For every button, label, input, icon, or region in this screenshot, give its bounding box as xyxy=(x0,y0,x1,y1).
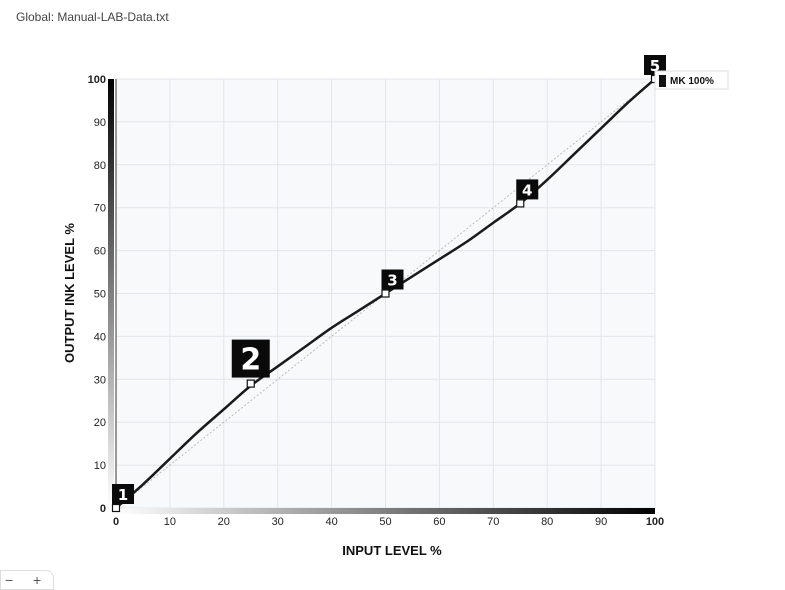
x-tick-label: 50 xyxy=(379,516,391,528)
series-legend: MK 100% xyxy=(654,70,729,90)
control-point-label: 4 xyxy=(522,181,532,199)
window-title: Global: Manual-LAB-Data.txt xyxy=(16,10,169,24)
control-point[interactable]: 4 xyxy=(516,179,539,208)
y-tick-label: 90 xyxy=(94,117,106,129)
y-tick-label: 80 xyxy=(94,160,106,172)
control-point-label: 1 xyxy=(118,486,128,504)
x-axis-label: INPUT LEVEL % xyxy=(342,543,442,558)
x-tick-label: 30 xyxy=(272,516,284,528)
y-ticks: 0 10 20 30 40 50 60 70 80 90 100 xyxy=(88,74,106,515)
y-tick-label: 30 xyxy=(94,374,106,386)
x-tick-label: 40 xyxy=(325,516,337,528)
x-tick-label: 0 xyxy=(113,516,119,528)
x-tick-label: 80 xyxy=(541,516,553,528)
control-point-label: 2 xyxy=(240,343,261,378)
control-point-handle[interactable] xyxy=(246,379,255,388)
control-point[interactable]: 2 xyxy=(231,339,270,388)
x-ticks: 0 10 20 30 40 50 60 70 80 90 100 xyxy=(113,516,664,528)
y-tick-label: 70 xyxy=(94,203,106,215)
y-tick-label: 40 xyxy=(94,331,106,343)
y-tick-label: 100 xyxy=(88,74,106,86)
control-point-label-box xyxy=(231,339,270,378)
control-point-label: 3 xyxy=(387,272,397,290)
series-legend-label: MK 100% xyxy=(670,76,714,87)
y-tick-label: 0 xyxy=(100,503,106,515)
zoom-in-button[interactable]: + xyxy=(33,572,42,588)
x-tick-label: 10 xyxy=(164,516,176,528)
control-point-label-box xyxy=(381,269,404,290)
zoom-out-button[interactable]: − xyxy=(5,572,14,588)
series-legend-box xyxy=(654,70,729,90)
control-point-handle[interactable] xyxy=(381,289,390,298)
zoom-controls: − + xyxy=(0,570,54,590)
x-tick-label: 100 xyxy=(646,516,664,528)
x-tick-label: 60 xyxy=(433,516,445,528)
control-points[interactable]: 1 2 3 4 5 xyxy=(111,55,666,513)
x-tick-label: 20 xyxy=(218,516,230,528)
control-point-label: 5 xyxy=(650,57,660,75)
control-point-label-box xyxy=(112,484,134,504)
y-tick-label: 50 xyxy=(94,289,106,301)
x-gradient-bar xyxy=(116,508,655,514)
y-tick-label: 20 xyxy=(94,417,106,429)
control-point-handle[interactable] xyxy=(516,199,525,208)
control-point[interactable]: 3 xyxy=(381,269,404,298)
x-tick-label: 70 xyxy=(487,516,499,528)
series-legend-swatch xyxy=(659,75,666,87)
y-tick-label: 60 xyxy=(94,246,106,258)
y-axis-label: OUTPUT INK LEVEL % xyxy=(62,223,77,363)
control-point-label-box xyxy=(516,179,539,200)
y-gradient-bar xyxy=(108,79,114,508)
control-point-label-box xyxy=(644,55,666,75)
control-point[interactable]: 1 xyxy=(111,484,134,513)
y-tick-label: 10 xyxy=(94,460,106,472)
x-tick-label: 90 xyxy=(595,516,607,528)
control-point-handle[interactable] xyxy=(111,503,121,513)
